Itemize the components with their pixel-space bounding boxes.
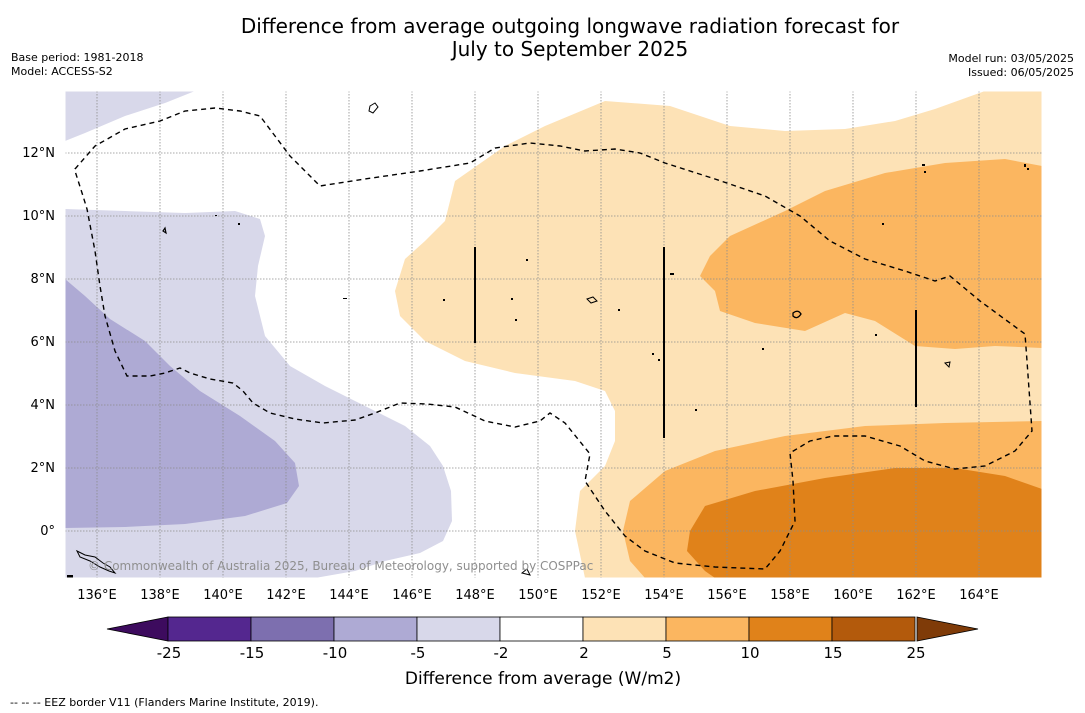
model-run-text: Model run: 03/05/2025 (948, 52, 1074, 65)
lon-label-140e: 140°E (203, 588, 243, 603)
issued-text: Issued: 06/05/2025 (967, 66, 1074, 79)
colorbar-tick-label: 2 (579, 644, 589, 662)
lon-label-154e: 154°E (644, 588, 684, 603)
meta-right: Model run: 03/05/2025 Issued: 06/05/2025 (948, 52, 1074, 80)
eez-footnote: -- -- -- EEZ border V11 (Flanders Marine… (10, 696, 319, 709)
colorbar-tick-label: 25 (906, 644, 926, 662)
island-marker (368, 102, 379, 114)
range-markers (474, 247, 917, 438)
island-marker (586, 296, 598, 304)
colorbar-cell (250, 616, 335, 642)
lat-label-8n: 8°N (30, 272, 56, 287)
lon-label-136e: 136°E (77, 588, 117, 603)
lat-label-12n: 12°N (22, 146, 55, 161)
colorbar-tick-label: -15 (239, 644, 265, 662)
lon-label-142e: 142°E (266, 588, 306, 603)
lat-label-2n: 2°N (30, 461, 56, 476)
copyright-text: © Commonwealth of Australia 2025, Bureau… (88, 559, 593, 573)
colorbar-under-arrow (106, 616, 169, 642)
lon-label-156e: 156°E (707, 588, 747, 603)
colorbar-cell (333, 616, 418, 642)
lon-label-164e: 164°E (959, 588, 999, 603)
colorbar-cell (831, 616, 916, 642)
colorbar-cell (499, 616, 584, 642)
colorbar-cell (748, 616, 833, 642)
colorbar (106, 616, 979, 642)
colorbar-title: Difference from average (W/m2) (404, 669, 682, 689)
lat-label-0: 0° (40, 524, 55, 539)
lon-label-144e: 144°E (329, 588, 369, 603)
lon-label-160e: 160°E (833, 588, 873, 603)
graticule (65, 91, 1042, 578)
anomaly-region-neg-medium (65, 279, 299, 528)
lat-label-10n: 10°N (22, 209, 55, 224)
lon-label-152e: 152°E (581, 588, 621, 603)
base-period-text: Base period: 1981-2018 (11, 51, 144, 64)
colorbar-tick-label: -25 (156, 644, 182, 662)
lon-label-162e: 162°E (896, 588, 936, 603)
lon-label-148e: 148°E (455, 588, 495, 603)
island-marker (162, 226, 167, 235)
anomaly-region-pos-strong (687, 468, 1042, 578)
colorbar-cell (582, 616, 667, 642)
lat-label-4n: 4°N (30, 398, 56, 413)
map-title-line1: Difference from average outgoing longwav… (240, 14, 900, 38)
lon-label-146e: 146°E (392, 588, 432, 603)
island-marker (520, 568, 531, 576)
island-marker (943, 361, 951, 369)
anomaly-region-pos-medium-north (700, 159, 1042, 349)
colorbar-cells (167, 616, 916, 642)
forecast-map: © Commonwealth of Australia 2025, Bureau… (65, 91, 1042, 578)
map-title-line2: July to September 2025 (451, 37, 689, 61)
colorbar-cell (416, 616, 501, 642)
model-text: Model: ACCESS-S2 (11, 65, 113, 78)
colorbar-tick-label: 5 (662, 644, 672, 662)
colorbar-cell (665, 616, 750, 642)
lon-label-150e: 150°E (518, 588, 558, 603)
map-svg: © Commonwealth of Australia 2025, Bureau… (65, 91, 1042, 578)
island-marker (75, 549, 117, 575)
colorbar-tick-label: -5 (410, 644, 426, 662)
lat-label-6n: 6°N (30, 335, 56, 350)
eez-border-west (74, 107, 1033, 570)
colorbar-tick-label: -2 (493, 644, 509, 662)
colorbar-tick-label: -10 (322, 644, 348, 662)
small-islands (67, 164, 1029, 578)
colorbar-over-arrow (916, 616, 979, 642)
colorbar-tick-label: 10 (740, 644, 760, 662)
meta-left: Base period: 1981-2018 Model: ACCESS-S2 (11, 51, 143, 79)
colorbar-tick-label: 15 (823, 644, 843, 662)
lon-label-138e: 138°E (140, 588, 180, 603)
anomaly-region-neg-light-top (65, 91, 195, 141)
lon-label-158e: 158°E (770, 588, 810, 603)
colorbar-cell (167, 616, 252, 642)
island-marker (792, 310, 802, 319)
